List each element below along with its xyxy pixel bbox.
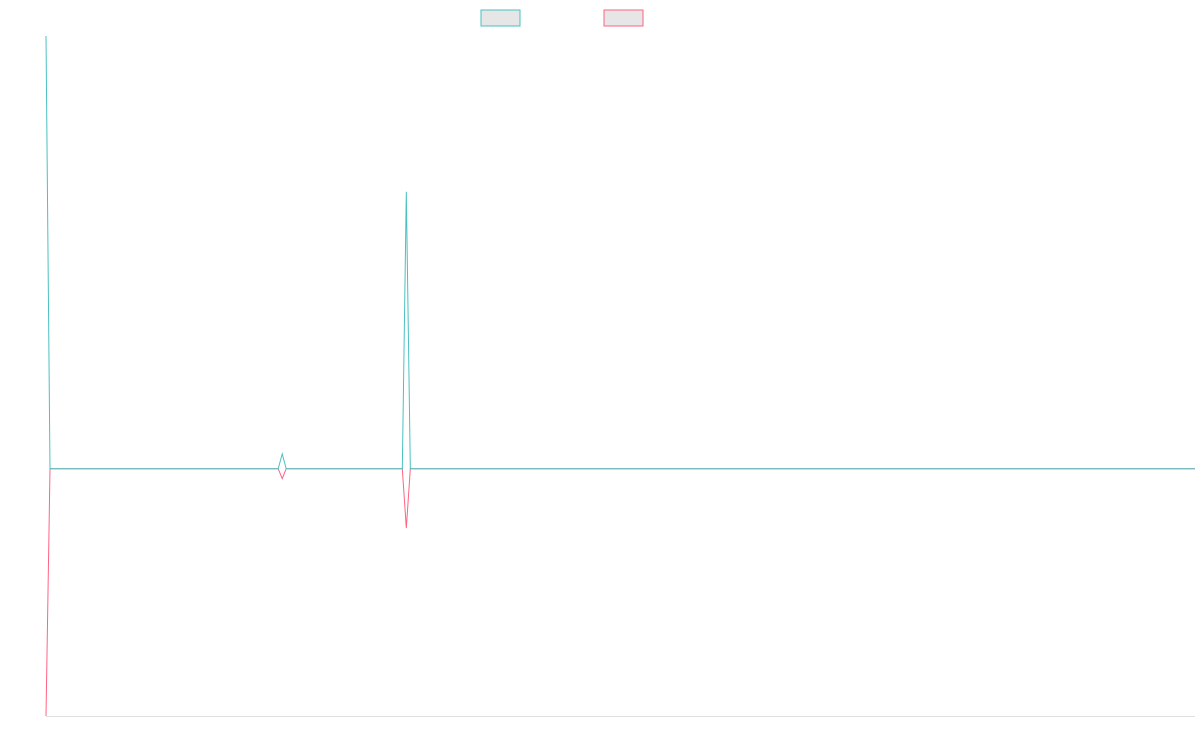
line-series (45, 35, 1195, 470)
line-series (45, 468, 1195, 717)
legend-swatch[interactable] (480, 9, 521, 27)
legend-swatch[interactable] (603, 9, 644, 27)
